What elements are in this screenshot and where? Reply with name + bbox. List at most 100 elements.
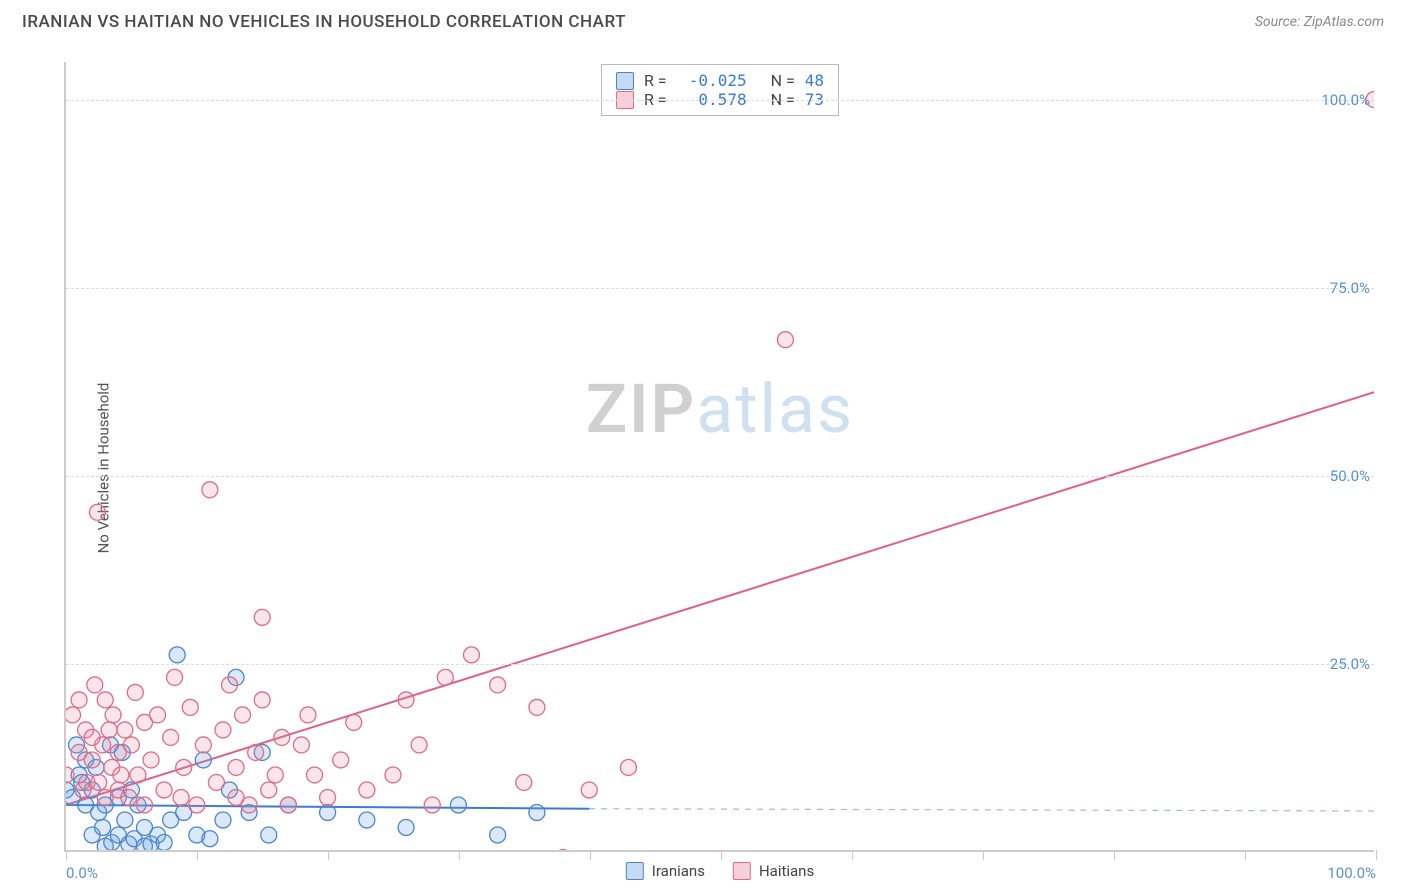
scatter-point [71,767,87,783]
scatter-point [254,744,270,760]
scatter-point [424,797,440,813]
scatter-point [126,831,142,847]
scatter-point [280,797,296,813]
scatter-point [215,722,231,738]
scatter-point [117,722,133,738]
scatter-point [143,752,159,768]
scatter-point [359,812,375,828]
scatter-point [97,797,113,813]
gridline-h [66,476,1374,477]
stat-n-label: N = [771,71,795,90]
scatter-point [222,782,238,798]
scatter-point [143,836,159,850]
scatter-point [241,804,257,820]
x-tick [328,850,329,860]
source-label: Source: ZipAtlas.com [1255,14,1384,30]
scatter-point [104,835,120,850]
scatter-point [293,737,309,753]
scatter-point [156,782,172,798]
scatter-point [136,797,152,813]
scatter-point [516,774,532,790]
scatter-point [79,774,95,790]
scatter-point [75,782,91,798]
scatter-point [68,737,84,753]
scatter-points-layer [66,62,1374,850]
scatter-point [359,782,375,798]
scatter-point [267,767,283,783]
gridline-h [66,664,1374,665]
scatter-point [320,789,336,805]
y-tick-label: 100.0% [1321,91,1370,109]
scatter-point [254,609,270,625]
scatter-point [176,804,192,820]
scatter-point [95,820,111,836]
scatter-point [437,669,453,685]
scatter-point [130,767,146,783]
scatter-point [280,797,296,813]
y-tick-label: 25.0% [1330,655,1370,673]
scatter-point [208,774,224,790]
scatter-point [136,820,152,836]
scatter-point [84,782,100,798]
scatter-point [91,774,107,790]
series-swatch [616,72,634,90]
scatter-point [261,827,277,843]
x-tick [1245,850,1246,860]
scatter-point [130,797,146,813]
scatter-point [222,677,238,693]
scatter-point [114,744,130,760]
scatter-point [261,782,277,798]
scatter-point [123,737,139,753]
stat-r-label: R = [644,71,667,90]
scatter-point [450,797,466,813]
x-tick-label: 0.0% [66,864,98,882]
scatter-point [228,669,244,685]
scatter-point [78,752,94,768]
scatter-point [84,752,100,768]
scatter-point [777,332,793,348]
scatter-point [167,669,183,685]
scatter-point [89,504,105,520]
scatter-point [113,767,129,783]
scatter-point [398,692,414,708]
y-tick-label: 75.0% [1330,279,1370,297]
watermark-atlas: atlas [696,369,854,449]
legend-swatch [626,862,644,880]
scatter-point [254,692,270,708]
scatter-point [385,767,401,783]
scatter-point [163,812,179,828]
scatter-point [105,707,121,723]
scatter-point [78,797,94,813]
scatter-point [84,827,100,843]
scatter-point [228,759,244,775]
scatter-point [110,789,126,805]
scatter-point [490,677,506,693]
scatter-point [121,836,137,850]
scatter-point [241,797,257,813]
scatter-point [136,714,152,730]
scatter-point [74,774,90,790]
gridline-h [66,288,1374,289]
x-tick [66,850,67,860]
trend-line [66,392,1374,805]
scatter-point [136,838,152,850]
trend-lines-layer [66,62,1374,850]
scatter-point [110,827,126,843]
scatter-point [307,767,323,783]
scatter-point [66,789,81,805]
scatter-point [110,782,126,798]
scatter-point [176,759,192,775]
legend-swatch [733,862,751,880]
scatter-point [91,804,107,820]
scatter-point [274,729,290,745]
scatter-point [490,827,506,843]
scatter-point [156,835,172,850]
plot-area: ZIPatlas R =-0.025N =48R = 0.578N =73 Ir… [64,62,1374,852]
scatter-point [88,759,104,775]
scatter-point [78,722,94,738]
scatter-point [95,737,111,753]
watermark: ZIPatlas [586,369,854,449]
scatter-point [66,767,74,783]
scatter-point [529,699,545,715]
x-tick [1376,850,1377,860]
